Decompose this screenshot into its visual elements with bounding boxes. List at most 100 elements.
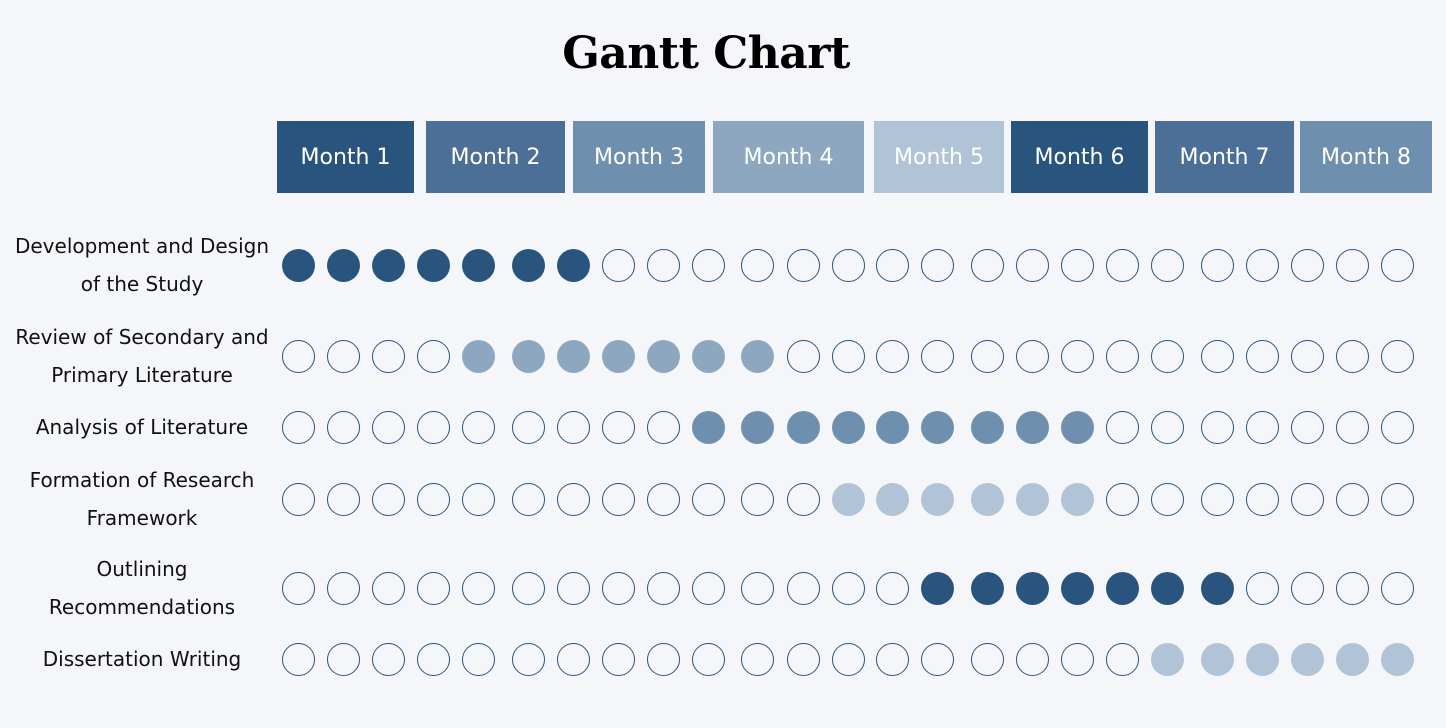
task-dot-empty: [786, 339, 820, 373]
task-dot-active: [416, 248, 450, 282]
task-dot-empty: [1060, 248, 1094, 282]
month-header: Month 3: [573, 121, 705, 193]
task-dot-empty: [1200, 339, 1234, 373]
task-dot-active: [970, 482, 1004, 516]
task-dot-active: [1060, 571, 1094, 605]
task-dot-empty: [740, 248, 774, 282]
task-dot-active: [1015, 410, 1049, 444]
task-dot-active: [511, 339, 545, 373]
task-dot-empty: [786, 248, 820, 282]
task-dot-empty: [371, 482, 405, 516]
task-label: Formation of Research Framework: [8, 461, 276, 537]
task-dot-active: [461, 248, 495, 282]
task-dot-empty: [1245, 571, 1279, 605]
task-dot-empty: [1380, 571, 1414, 605]
month-header: Month 4: [713, 121, 864, 193]
task-dot-empty: [461, 571, 495, 605]
task-dot-active: [831, 482, 865, 516]
task-dot-empty: [646, 642, 680, 676]
task-dot-empty: [740, 642, 774, 676]
task-dot-empty: [416, 339, 450, 373]
task-dot-empty: [1380, 482, 1414, 516]
task-dot-empty: [691, 482, 725, 516]
task-dot-empty: [691, 571, 725, 605]
task-dot-active: [831, 410, 865, 444]
task-dot-active: [371, 248, 405, 282]
task-dot-empty: [326, 339, 360, 373]
task-dot-active: [646, 339, 680, 373]
task-dot-active: [740, 410, 774, 444]
task-dot-active: [461, 339, 495, 373]
task-dot-empty: [556, 410, 590, 444]
task-dot-empty: [1335, 248, 1369, 282]
task-dot-empty: [1335, 410, 1369, 444]
task-dot-empty: [1245, 482, 1279, 516]
task-label: Outlining Recommendations: [8, 550, 276, 626]
task-dot-active: [281, 248, 315, 282]
month-header: Month 2: [426, 121, 565, 193]
task-dot-empty: [416, 642, 450, 676]
task-dot-active: [920, 410, 954, 444]
task-dot-empty: [831, 642, 865, 676]
task-dot-empty: [326, 410, 360, 444]
task-label-line: Analysis of Literature: [35, 415, 249, 439]
task-dot-empty: [1200, 410, 1234, 444]
task-dot-active: [1015, 571, 1049, 605]
task-dot-empty: [281, 642, 315, 676]
task-dot-active: [1060, 410, 1094, 444]
task-dot-empty: [970, 339, 1004, 373]
task-dot-active: [786, 410, 820, 444]
task-dot-active: [556, 248, 590, 282]
task-dot-empty: [1335, 482, 1369, 516]
task-label-line: Framework: [86, 506, 198, 530]
task-dot-empty: [1380, 339, 1414, 373]
task-dot-empty: [875, 248, 909, 282]
task-dot-empty: [1150, 248, 1184, 282]
task-dot-empty: [970, 248, 1004, 282]
task-dot-empty: [831, 571, 865, 605]
task-dot-empty: [1380, 248, 1414, 282]
task-label: Development and Design of the Study: [8, 227, 276, 303]
task-dot-empty: [1290, 339, 1324, 373]
task-dot-active: [970, 410, 1004, 444]
task-dot-empty: [511, 482, 545, 516]
task-label-line: Review of Secondary and: [15, 325, 269, 349]
task-dot-active: [920, 482, 954, 516]
task-label-line: Primary Literature: [51, 363, 233, 387]
task-label-line: Development and Design: [14, 234, 270, 258]
task-dot-active: [740, 339, 774, 373]
task-dot-active: [920, 571, 954, 605]
task-dot-active: [556, 339, 590, 373]
task-dot-active: [875, 482, 909, 516]
task-label: Review of Secondary and Primary Literatur…: [8, 318, 276, 394]
task-dot-active: [691, 339, 725, 373]
month-header: Month 6: [1011, 121, 1148, 193]
task-dot-empty: [1105, 339, 1139, 373]
task-dot-empty: [786, 482, 820, 516]
task-dot-empty: [1015, 248, 1049, 282]
task-dot-active: [1290, 642, 1324, 676]
task-dot-active: [511, 248, 545, 282]
task-dot-empty: [920, 248, 954, 282]
task-label: Dissertation Writing: [8, 640, 276, 678]
chart-title: Gantt Chart: [562, 28, 850, 79]
task-dot-empty: [371, 339, 405, 373]
task-dot-empty: [1105, 642, 1139, 676]
task-dot-empty: [511, 642, 545, 676]
task-dot-empty: [875, 339, 909, 373]
task-dot-empty: [1245, 339, 1279, 373]
task-label-line: Recommendations: [48, 595, 236, 619]
task-dot-empty: [601, 642, 635, 676]
task-dot-empty: [461, 410, 495, 444]
task-dot-empty: [920, 339, 954, 373]
task-label-line: Formation of Research: [29, 468, 255, 492]
task-dot-empty: [691, 642, 725, 676]
task-dot-empty: [601, 248, 635, 282]
task-dot-empty: [1245, 248, 1279, 282]
task-dot-empty: [1015, 642, 1049, 676]
task-dot-empty: [646, 248, 680, 282]
task-dot-empty: [416, 410, 450, 444]
task-dot-empty: [1245, 410, 1279, 444]
task-dot-empty: [1015, 339, 1049, 373]
task-dot-empty: [875, 642, 909, 676]
